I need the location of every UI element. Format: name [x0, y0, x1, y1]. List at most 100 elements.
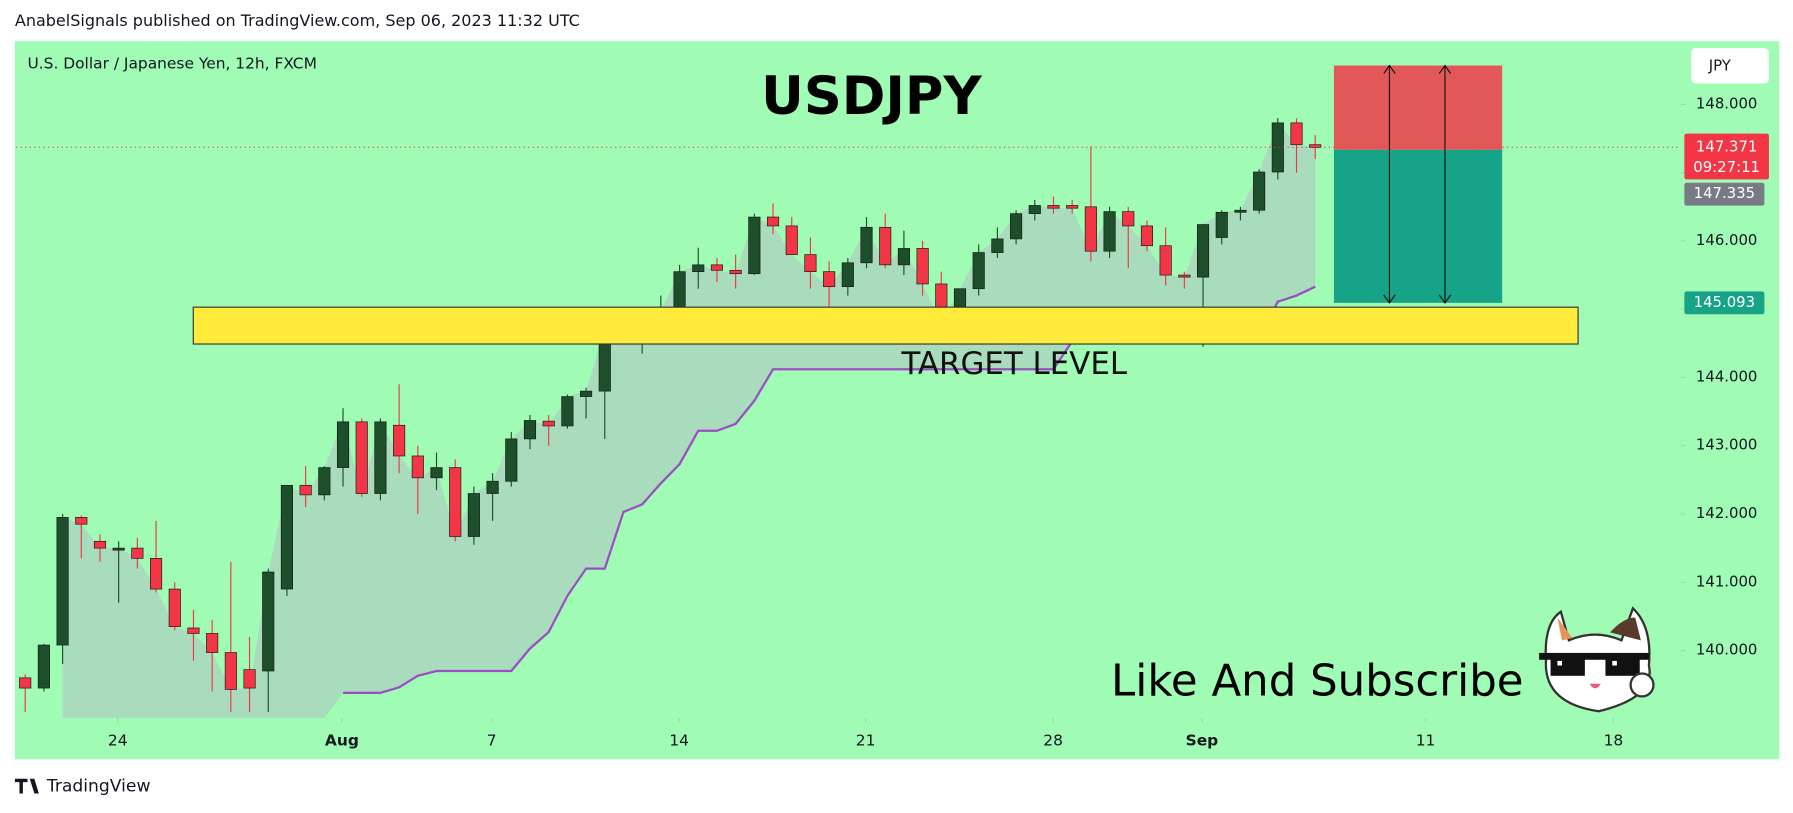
reward-box	[1333, 149, 1503, 303]
y-tick-label: 142.000	[1696, 504, 1757, 522]
candle-body	[75, 517, 88, 525]
arrow-heads	[1383, 64, 1396, 304]
y-tick-label: 144.000	[1696, 367, 1757, 385]
x-tick-label: 11	[1416, 731, 1436, 749]
candle-body	[1084, 206, 1097, 252]
candle-body	[1196, 224, 1210, 278]
candle-body	[505, 438, 518, 482]
last-price-tag	[1684, 133, 1769, 180]
chart-title: USDJPY	[761, 66, 982, 127]
candle-body	[673, 271, 686, 311]
candle-body	[93, 540, 107, 549]
candle-body	[1028, 205, 1041, 214]
x-tick-label: 18	[1604, 731, 1624, 749]
candle-body	[467, 493, 480, 537]
candle-body	[542, 420, 555, 427]
candle-body	[1253, 171, 1266, 211]
candle-body	[916, 248, 929, 285]
trend-fill	[62, 122, 1316, 719]
x-tick-label: Sep	[1186, 731, 1219, 749]
candle-body	[860, 226, 873, 264]
candle-body	[766, 216, 780, 227]
countdown-label: 09:27:11	[1693, 158, 1760, 176]
candle-body	[580, 390, 593, 397]
candle-body	[523, 420, 537, 440]
candle-body	[1010, 213, 1023, 240]
range-arrow	[1438, 64, 1452, 304]
candle-body	[748, 216, 761, 275]
header: AnabelSignals published on TradingView.c…	[15, 11, 580, 30]
x-tick-label: 24	[108, 731, 128, 749]
candle-body	[206, 633, 219, 653]
candle-body	[1215, 211, 1228, 238]
zone-label: TARGET LEVEL	[900, 346, 1127, 382]
candle-body	[1047, 205, 1060, 209]
candle-body	[991, 238, 1004, 253]
candle-body	[374, 421, 387, 494]
candle-body	[1066, 205, 1079, 209]
currency-box[interactable]	[1691, 48, 1769, 84]
candle-body	[729, 269, 742, 275]
candle-body	[280, 484, 294, 590]
candle-body	[224, 652, 237, 690]
currency: JPY	[1708, 56, 1732, 74]
target-zone	[192, 306, 1579, 345]
candle-body	[692, 264, 705, 273]
candle-body	[131, 547, 144, 559]
candle-body	[449, 467, 462, 537]
candle-body	[411, 455, 424, 479]
candle-body	[1122, 211, 1135, 227]
candle-body	[823, 271, 836, 288]
arrow-heads	[1438, 64, 1452, 304]
x-tick-label: 14	[669, 731, 689, 749]
candle-body	[56, 517, 69, 646]
candle-body	[336, 421, 350, 468]
candle-body	[1271, 122, 1284, 173]
entry-label: 147.335	[1694, 184, 1755, 202]
candle-body	[804, 254, 817, 273]
annotation: Like And Subscribe	[1111, 656, 1523, 706]
footer: TradingView	[46, 777, 151, 797]
candle-body	[1140, 225, 1154, 247]
range-arrow	[1383, 64, 1396, 304]
candle-body	[187, 627, 200, 634]
y-tick-label: 143.000	[1696, 436, 1757, 454]
candle-body	[355, 421, 368, 494]
x-tick-label: 21	[856, 731, 876, 749]
candle-body	[168, 588, 181, 627]
candle-body	[897, 248, 910, 266]
target-label: 145.093	[1694, 293, 1755, 311]
y-tick-label: 146.000	[1696, 231, 1757, 249]
candle-body	[430, 467, 443, 479]
y-tick-label: 148.000	[1696, 94, 1757, 112]
risk-box	[1333, 65, 1503, 150]
target-tag	[1684, 291, 1765, 315]
candle-body	[243, 669, 256, 689]
x-tick-label: 7	[487, 731, 497, 749]
candle-body	[318, 467, 331, 496]
cat-sticker	[1539, 606, 1655, 713]
last-price-label: 147.371	[1696, 137, 1757, 155]
candle-body	[1178, 274, 1191, 278]
entry-tag	[1684, 182, 1765, 206]
candle-body	[841, 262, 854, 288]
x-tick-label: Aug	[325, 731, 359, 749]
candle-body	[19, 677, 32, 689]
symbol: U.S. Dollar / Japanese Yen, 12h, FXCM	[27, 55, 316, 73]
candle-body	[972, 252, 985, 290]
pane	[19, 118, 1322, 719]
candle-body	[112, 547, 125, 551]
candle-body	[785, 225, 798, 255]
candle-body	[1234, 209, 1247, 213]
y-tick-label: 140.000	[1696, 641, 1757, 659]
y-tick-label: 141.000	[1696, 572, 1757, 590]
candle-body	[299, 484, 312, 496]
candle-body	[1290, 122, 1303, 146]
candle-body	[486, 480, 499, 494]
candle-body	[710, 264, 724, 271]
candle-body	[150, 558, 163, 590]
candle-body	[393, 424, 406, 457]
x-tick-label: 28	[1043, 731, 1063, 749]
